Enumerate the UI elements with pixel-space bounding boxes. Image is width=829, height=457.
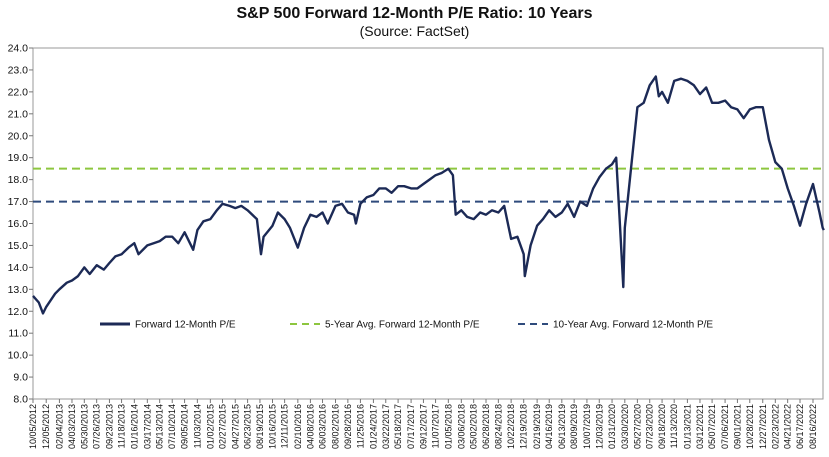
x-tick-label: 12/05/2012 <box>41 404 51 449</box>
x-tick-label: 07/06/2021 <box>720 404 730 449</box>
x-tick-label: 03/22/2017 <box>381 404 391 449</box>
x-tick-label: 03/30/2020 <box>620 404 630 449</box>
x-tick-label: 07/23/2020 <box>645 404 655 449</box>
x-tick-label: 05/18/2017 <box>393 404 403 449</box>
y-tick-label: 8.0 <box>13 394 28 406</box>
y-tick-label: 23.0 <box>8 64 29 76</box>
x-tick-label: 06/17/2022 <box>795 404 805 449</box>
x-tick-label: 08/19/2015 <box>255 404 265 449</box>
x-tick-label: 09/12/2017 <box>418 404 428 449</box>
chart-title: S&P 500 Forward 12-Month P/E Ratio: 10 Y… <box>236 5 593 22</box>
y-tick-label: 18.0 <box>8 174 29 186</box>
x-tick-label: 07/17/2017 <box>406 404 416 449</box>
x-tick-label: 10/16/2015 <box>268 404 278 449</box>
x-tick-label: 02/19/2019 <box>532 404 542 449</box>
x-tick-label: 12/11/2015 <box>280 404 290 448</box>
x-tick-label: 03/06/2018 <box>456 404 466 449</box>
x-tick-label: 07/10/2014 <box>167 404 177 449</box>
x-tick-label: 11/13/2020 <box>669 404 679 448</box>
x-tick-label: 01/16/2014 <box>129 404 139 449</box>
x-tick-label: 12/27/2021 <box>758 404 768 449</box>
x-tick-label: 05/27/2020 <box>632 404 642 449</box>
x-tick-label: 07/26/2013 <box>92 404 102 449</box>
y-tick-label: 10.0 <box>8 350 29 362</box>
x-tick-label: 11/25/2016 <box>355 404 365 448</box>
x-tick-label: 09/18/2020 <box>657 404 667 449</box>
x-tick-label: 02/27/2015 <box>217 404 227 449</box>
x-tick-label: 04/21/2022 <box>783 404 793 449</box>
x-tick-label: 11/18/2013 <box>117 404 127 448</box>
x-tick-label: 04/16/2019 <box>544 404 554 449</box>
x-tick-label: 06/28/2018 <box>481 404 491 449</box>
x-tick-label: 06/23/2015 <box>243 404 253 449</box>
legend-entry-forward-pe-label: Forward 12-Month P/E <box>135 320 236 331</box>
x-tick-label: 01/02/2015 <box>205 404 215 449</box>
x-tick-label: 09/05/2014 <box>180 404 190 449</box>
x-tick-label: 08/16/2022 <box>808 404 818 449</box>
x-tick-label: 08/02/2016 <box>331 404 341 449</box>
y-tick-label: 9.0 <box>13 372 28 384</box>
x-tick-label: 06/03/2016 <box>318 404 328 449</box>
y-tick-label: 13.0 <box>8 284 29 296</box>
x-tick-label: 08/24/2018 <box>493 404 503 449</box>
y-tick-label: 16.0 <box>8 218 29 230</box>
x-tick-label: 05/30/2013 <box>79 404 89 449</box>
y-tick-label: 22.0 <box>8 86 29 98</box>
x-tick-label: 10/05/2012 <box>28 404 38 449</box>
y-tick-label: 21.0 <box>8 108 29 120</box>
x-tick-label: 01/24/2017 <box>368 404 378 449</box>
x-tick-label: 06/13/2019 <box>557 404 567 449</box>
x-tick-label: 04/27/2015 <box>230 404 240 449</box>
x-tick-label: 02/10/2016 <box>293 404 303 449</box>
x-tick-label: 11/07/2017 <box>431 404 441 448</box>
forward-pe-series-line <box>32 75 825 315</box>
y-tick-label: 12.0 <box>8 306 29 318</box>
y-tick-label: 19.0 <box>8 152 29 164</box>
x-tick-label: 01/13/2021 <box>682 404 692 449</box>
legend-entry-ten-year-avg-label: 10-Year Avg. Forward 12-Month P/E <box>553 320 713 331</box>
y-tick-label: 17.0 <box>8 196 29 208</box>
x-tick-label: 03/12/2021 <box>695 404 705 449</box>
x-tick-label: 05/13/2014 <box>155 404 165 449</box>
x-tick-label: 01/31/2020 <box>607 404 617 449</box>
x-tick-label: 11/03/2014 <box>192 404 202 448</box>
x-tick-label: 03/17/2014 <box>142 404 152 449</box>
x-tick-label: 08/09/2019 <box>569 404 579 449</box>
x-tick-label: 12/19/2018 <box>519 404 529 449</box>
y-tick-label: 11.0 <box>8 328 28 340</box>
x-tick-label: 10/22/2018 <box>506 404 516 449</box>
x-tick-label: 05/02/2018 <box>469 404 479 449</box>
x-tick-label: 01/05/2018 <box>443 404 453 449</box>
legend-entry-five-year-avg-label: 5-Year Avg. Forward 12-Month P/E <box>325 320 480 331</box>
y-tick-label: 24.0 <box>8 43 29 55</box>
x-tick-label: 04/03/2013 <box>67 404 77 449</box>
x-tick-label: 02/04/2013 <box>54 404 64 449</box>
x-tick-label: 04/08/2016 <box>305 404 315 449</box>
x-tick-label: 12/03/2019 <box>594 404 604 449</box>
x-tick-label: 10/28/2021 <box>745 404 755 449</box>
x-tick-label: 09/01/2021 <box>732 404 742 449</box>
plot-area-frame <box>32 47 824 400</box>
y-tick-label: 15.0 <box>8 240 29 252</box>
x-tick-label: 09/23/2013 <box>104 404 114 449</box>
y-tick-label: 14.0 <box>8 262 29 274</box>
x-tick-label: 09/28/2016 <box>343 404 353 449</box>
x-tick-label: 02/23/2022 <box>770 404 780 449</box>
chart-subtitle: (Source: FactSet) <box>359 23 470 39</box>
x-tick-label: 10/07/2019 <box>582 404 592 449</box>
x-tick-label: 05/07/2021 <box>707 404 717 449</box>
y-tick-label: 20.0 <box>8 130 29 142</box>
